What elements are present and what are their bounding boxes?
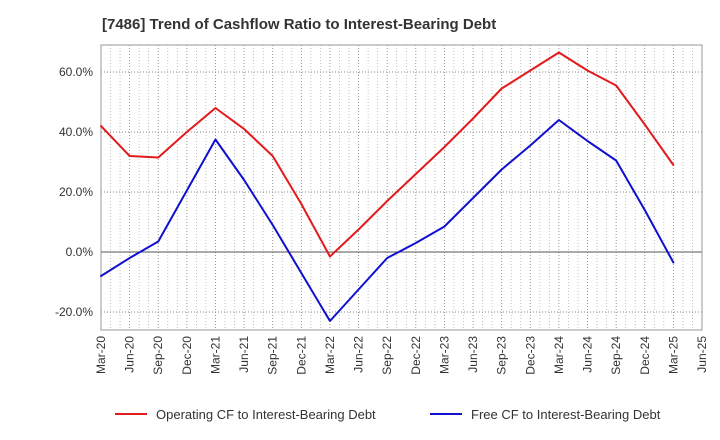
x-tick-label: Sep-21 bbox=[266, 336, 280, 375]
x-tick-label: Dec-21 bbox=[294, 336, 308, 375]
x-tick-label: Sep-24 bbox=[609, 336, 623, 375]
x-tick-label: Mar-22 bbox=[323, 336, 337, 374]
x-tick-label: Sep-23 bbox=[495, 336, 509, 375]
chart-title: [7486] Trend of Cashflow Ratio to Intere… bbox=[102, 16, 497, 33]
legend: Operating CF to Interest-Bearing Debt Fre… bbox=[115, 407, 661, 422]
x-tick-label: Mar-20 bbox=[94, 336, 108, 374]
legend-label-2: Free CF to Interest-Bearing Debt bbox=[471, 407, 661, 422]
series-line-1 bbox=[100, 51, 675, 258]
y-tick-label: -20.0% bbox=[55, 305, 93, 319]
series-line-2 bbox=[100, 119, 675, 322]
x-tick-label: Jun-25 bbox=[695, 336, 709, 373]
x-tick-label: Jun-22 bbox=[352, 336, 366, 373]
y-tick-label: 40.0% bbox=[59, 125, 93, 139]
x-tick-label: Jun-24 bbox=[581, 336, 595, 373]
x-tick-label: Dec-24 bbox=[638, 336, 652, 375]
series-layer bbox=[100, 51, 675, 322]
x-tick-label: Sep-20 bbox=[151, 336, 165, 375]
y-tick-label: 0.0% bbox=[66, 245, 94, 259]
x-tick-label: Dec-22 bbox=[409, 336, 423, 375]
x-tick-label: Mar-23 bbox=[437, 336, 451, 374]
axes: -20.0% 0.0% 20.0% 40.0% 60.0% Mar-20 Jun-20 Sep… bbox=[55, 44, 709, 375]
x-tick-label: Dec-20 bbox=[180, 336, 194, 375]
y-tick-label: 60.0% bbox=[59, 65, 93, 79]
x-tick-label: Dec-23 bbox=[523, 336, 537, 375]
x-tick-label: Jun-23 bbox=[466, 336, 480, 373]
y-tick-label: 20.0% bbox=[59, 185, 93, 199]
grid bbox=[101, 45, 702, 330]
x-tick-label: Jun-21 bbox=[237, 336, 251, 373]
legend-label-1: Operating CF to Interest-Bearing Debt bbox=[156, 407, 376, 422]
x-tick-label: Mar-25 bbox=[666, 336, 680, 374]
x-tick-label: Sep-22 bbox=[380, 336, 394, 375]
x-tick-label: Jun-20 bbox=[123, 336, 137, 373]
plot-frame bbox=[100, 44, 703, 331]
x-tick-label: Mar-24 bbox=[552, 336, 566, 374]
x-tick-label: Mar-21 bbox=[208, 336, 222, 374]
